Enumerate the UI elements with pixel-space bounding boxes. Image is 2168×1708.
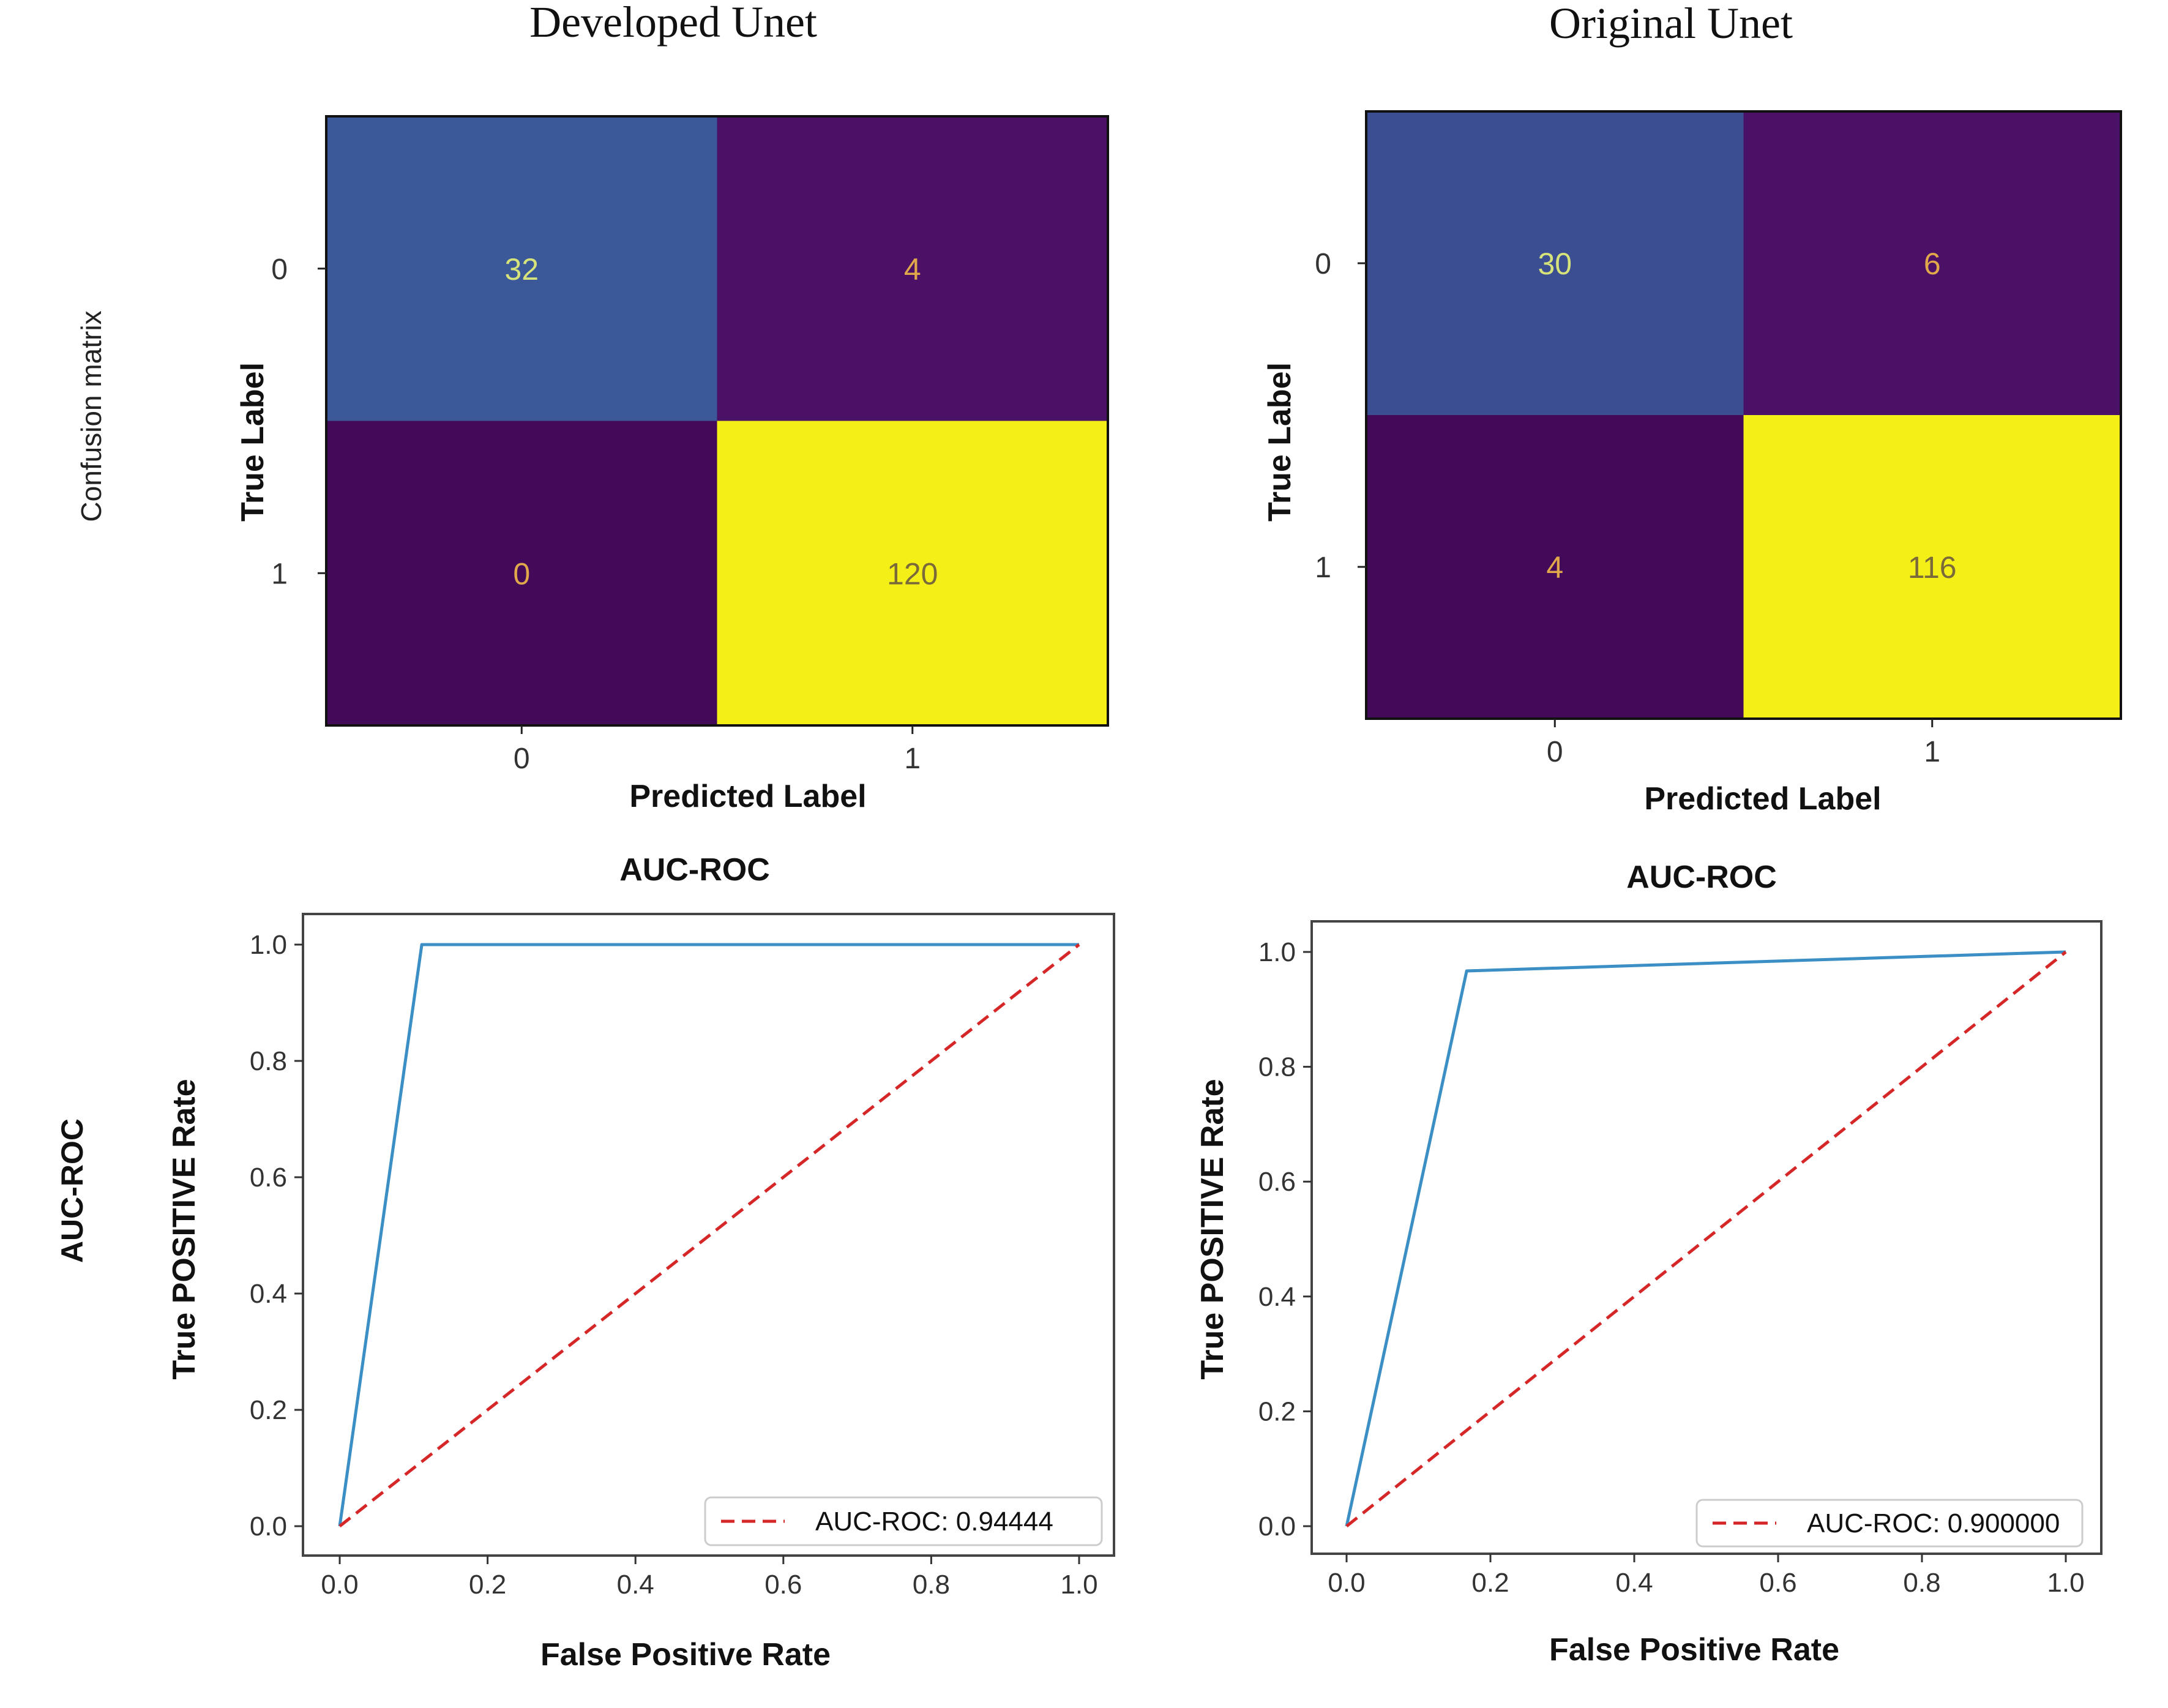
roc-y-tick-label: 0.0 bbox=[1258, 1511, 1296, 1541]
roc-y-tick-label: 0.4 bbox=[250, 1279, 287, 1309]
roc-y-tick-label: 0.2 bbox=[1258, 1396, 1296, 1426]
confusion-matrix-developed: 32 4 0 120 0 1 0 1 Predicted Label True Label bbox=[235, 115, 1109, 814]
cm-cell-r0c1 bbox=[717, 116, 1108, 421]
roc-x-tick-label: 0.0 bbox=[1328, 1568, 1365, 1598]
column-title-original: Original Unet bbox=[1549, 0, 1793, 48]
cm-cell-value: 120 bbox=[887, 556, 938, 591]
cm-cell-r0c0 bbox=[326, 116, 717, 421]
roc-x-axis-label: False Positive Rate bbox=[540, 1637, 831, 1672]
row-label-auc: AUC-ROC bbox=[55, 1118, 89, 1263]
roc-x-tick-label: 0.8 bbox=[913, 1570, 950, 1600]
roc-y-tick-label: 1.0 bbox=[1258, 937, 1296, 967]
roc-legend-box bbox=[704, 1496, 1103, 1546]
cm-y-tick-label: 1 bbox=[271, 558, 288, 590]
cm-cell-value: 116 bbox=[1908, 550, 1957, 585]
roc-y-tick-label: 0.8 bbox=[1258, 1052, 1296, 1082]
cm-cell-r0c0 bbox=[1366, 111, 1744, 415]
cm-cell-value: 32 bbox=[504, 252, 539, 287]
roc-legend-label: AUC-ROC: 0.900000 bbox=[1807, 1508, 2060, 1538]
cm-x-axis-label: Predicted Label bbox=[1644, 781, 1881, 817]
cm-y-tick-label: 0 bbox=[271, 253, 288, 286]
roc-diagonal-line bbox=[338, 943, 1080, 1527]
cm-frame bbox=[1365, 110, 2122, 720]
roc-title: AUC-ROC bbox=[619, 852, 770, 888]
cm-cell-value: 30 bbox=[1538, 247, 1572, 281]
cm-y-tick-label: 1 bbox=[1315, 552, 1331, 584]
cm-cell-value: 6 bbox=[1924, 247, 1941, 281]
roc-curve-line bbox=[1345, 950, 2066, 1527]
roc-x-tick-label: 1.0 bbox=[2047, 1568, 2084, 1598]
roc-legend-label: AUC-ROC: 0.94444 bbox=[815, 1507, 1053, 1537]
roc-title: AUC-ROC bbox=[1626, 860, 1777, 895]
roc-chart-original: AUC-ROC 0.0 0.2 0.4 0.6 0.8 1.0 0.0 0.2 0.4 0.6 0.8… bbox=[1195, 860, 2103, 1668]
roc-diagonal-line bbox=[1345, 951, 2067, 1527]
cm-cell-r1c0 bbox=[326, 421, 717, 725]
roc-x-tick-label: 0.4 bbox=[1615, 1568, 1653, 1598]
cm-cell-r1c1 bbox=[717, 421, 1108, 725]
cm-x-tick-label: 1 bbox=[1924, 736, 1940, 768]
cm-cell-r1c0 bbox=[1366, 415, 1744, 719]
column-title-developed: Developed Unet bbox=[529, 0, 817, 47]
cm-cell-r1c1 bbox=[1743, 415, 2121, 719]
cm-x-axis-label: Predicted Label bbox=[629, 779, 866, 814]
cm-cell-value: 0 bbox=[513, 556, 530, 591]
roc-y-tick-label: 0.2 bbox=[250, 1395, 287, 1425]
cm-frame bbox=[325, 115, 1109, 727]
confusion-matrix-original: 30 6 4 116 0 1 0 1 Predicted Label True Label bbox=[1262, 110, 2122, 817]
roc-x-tick-label: 0.6 bbox=[1759, 1568, 1796, 1598]
roc-y-axis-label: True POSITIVE Rate bbox=[166, 1079, 202, 1379]
roc-legend-box bbox=[1695, 1499, 2084, 1548]
roc-y-tick-label: 0.8 bbox=[250, 1046, 287, 1076]
roc-x-tick-label: 1.0 bbox=[1060, 1570, 1097, 1600]
cm-x-tick-label: 1 bbox=[904, 743, 921, 775]
cm-y-axis-label: True Label bbox=[235, 362, 271, 522]
roc-y-tick-label: 0.6 bbox=[250, 1163, 287, 1193]
cm-y-axis-label: True Label bbox=[1262, 362, 1298, 522]
roc-x-tick-label: 0.4 bbox=[617, 1570, 654, 1600]
cm-cell-r0c1 bbox=[1743, 111, 2121, 415]
roc-y-tick-label: 0.0 bbox=[250, 1511, 287, 1541]
roc-chart-developed: AUC-ROC 0.0 0.2 0.4 0.6 0.8 1.0 0.0 0.2 0.4 0.6 0.8… bbox=[166, 852, 1115, 1672]
roc-x-tick-label: 0.2 bbox=[469, 1570, 506, 1600]
row-label-confusion: Confusion matrix bbox=[75, 310, 107, 522]
roc-y-tick-label: 0.6 bbox=[1258, 1167, 1296, 1197]
roc-x-axis-label: False Positive Rate bbox=[1549, 1632, 1839, 1668]
roc-x-tick-label: 0.6 bbox=[764, 1570, 802, 1600]
cm-y-tick-label: 0 bbox=[1315, 248, 1331, 280]
roc-y-axis-label: True POSITIVE Rate bbox=[1195, 1079, 1230, 1379]
roc-x-tick-label: 0.0 bbox=[321, 1570, 358, 1600]
cm-cell-value: 4 bbox=[904, 252, 921, 287]
roc-curve-line bbox=[338, 943, 1079, 1527]
roc-x-tick-label: 0.8 bbox=[1903, 1568, 1940, 1598]
cm-x-tick-label: 0 bbox=[1547, 736, 1563, 768]
cm-x-tick-label: 0 bbox=[514, 743, 530, 775]
roc-x-tick-label: 0.2 bbox=[1471, 1568, 1509, 1598]
roc-y-tick-label: 0.4 bbox=[1258, 1282, 1296, 1312]
cm-cell-value: 4 bbox=[1546, 550, 1563, 585]
roc-y-tick-label: 1.0 bbox=[250, 930, 287, 960]
